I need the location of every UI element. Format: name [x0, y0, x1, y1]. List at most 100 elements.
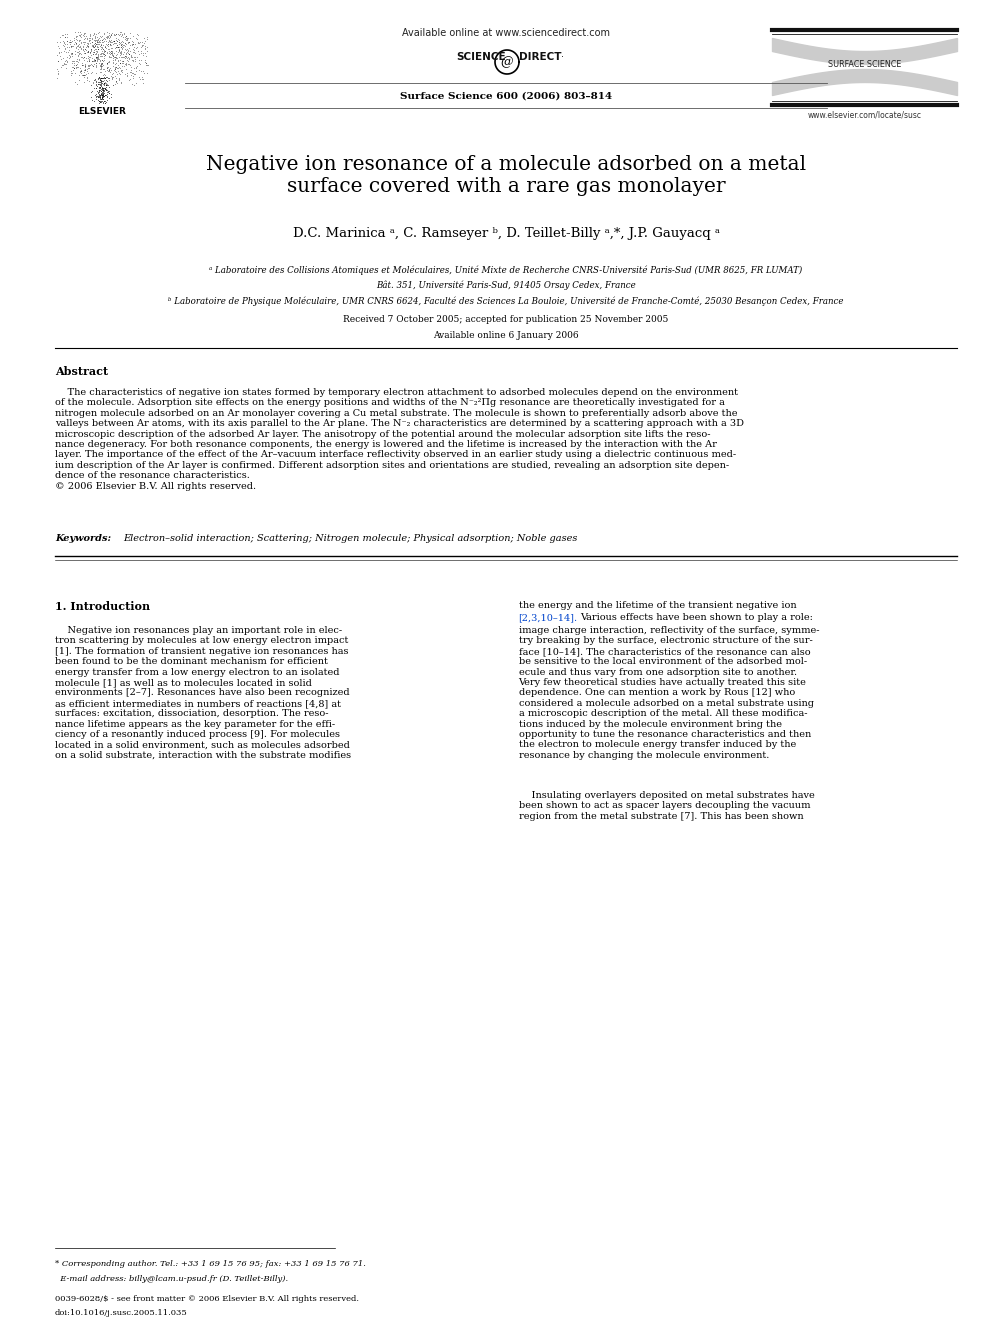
Point [99, 53, 115, 74]
Point [112, 52, 128, 73]
Point [87, 41, 103, 62]
Point [91, 56, 107, 77]
Point [55, 54, 70, 75]
Point [78, 50, 94, 71]
Point [75, 54, 91, 75]
Point [93, 85, 109, 106]
Point [76, 53, 92, 74]
Point [120, 28, 136, 49]
Point [134, 34, 150, 56]
Point [62, 33, 78, 54]
Point [129, 56, 145, 77]
Point [138, 54, 154, 75]
Point [139, 37, 155, 58]
Point [88, 41, 104, 62]
Point [120, 33, 136, 54]
Point [91, 21, 107, 42]
Point [51, 50, 66, 71]
Point [54, 24, 69, 45]
Point [69, 34, 85, 56]
Point [97, 85, 113, 106]
Point [95, 70, 111, 91]
Point [94, 90, 110, 111]
Point [93, 74, 109, 95]
Point [87, 70, 103, 91]
Point [100, 81, 116, 102]
Point [64, 60, 80, 81]
Point [92, 45, 108, 66]
Point [95, 83, 111, 105]
Point [125, 33, 141, 54]
Point [115, 37, 131, 58]
Point [95, 29, 111, 50]
Point [91, 53, 107, 74]
Point [113, 21, 129, 42]
Point [91, 86, 107, 107]
Point [57, 24, 72, 45]
Point [94, 45, 110, 66]
Point [63, 42, 79, 64]
Point [113, 41, 129, 62]
Point [95, 78, 111, 99]
Point [108, 67, 124, 89]
Point [72, 22, 88, 44]
Point [123, 60, 139, 81]
Point [81, 29, 97, 50]
Point [118, 54, 134, 75]
Point [80, 33, 96, 54]
Point [113, 37, 129, 58]
Point [86, 91, 102, 112]
Point [97, 93, 113, 114]
Point [82, 54, 98, 75]
Point [65, 53, 81, 74]
Point [92, 91, 108, 112]
Point [93, 34, 109, 56]
Text: Various effects have been shown to play a role:: Various effects have been shown to play … [580, 613, 813, 622]
Point [92, 77, 108, 98]
Point [96, 77, 112, 98]
Point [99, 21, 115, 42]
Point [74, 53, 90, 74]
Point [88, 33, 104, 54]
Point [76, 60, 92, 81]
Point [86, 36, 102, 57]
Point [112, 45, 128, 66]
Point [78, 48, 94, 69]
Point [95, 82, 111, 103]
Point [99, 42, 115, 64]
Point [105, 45, 121, 66]
Point [93, 79, 109, 101]
Point [125, 25, 141, 46]
Point [94, 25, 110, 46]
Point [97, 78, 113, 99]
Point [62, 60, 78, 81]
Point [83, 30, 99, 52]
Point [126, 58, 142, 79]
Text: * Corresponding author. Tel.: +33 1 69 15 76 95; fax: +33 1 69 15 76 71.: * Corresponding author. Tel.: +33 1 69 1… [55, 1259, 366, 1267]
Point [69, 25, 85, 46]
Point [58, 53, 73, 74]
Point [95, 85, 111, 106]
Point [64, 50, 80, 71]
Point [89, 32, 105, 53]
Point [92, 69, 108, 90]
Point [107, 65, 123, 86]
Point [97, 67, 113, 89]
Point [120, 40, 136, 61]
Point [129, 22, 145, 44]
Point [70, 29, 86, 50]
Point [71, 24, 87, 45]
Point [66, 57, 82, 78]
Point [100, 34, 116, 56]
Point [90, 38, 106, 60]
Point [127, 64, 143, 85]
Point [82, 46, 98, 67]
Point [113, 44, 129, 65]
Point [101, 30, 117, 52]
Point [88, 86, 104, 107]
Point [80, 36, 96, 57]
Point [91, 91, 107, 112]
Point [52, 46, 67, 67]
Point [92, 61, 108, 82]
Point [104, 33, 120, 54]
